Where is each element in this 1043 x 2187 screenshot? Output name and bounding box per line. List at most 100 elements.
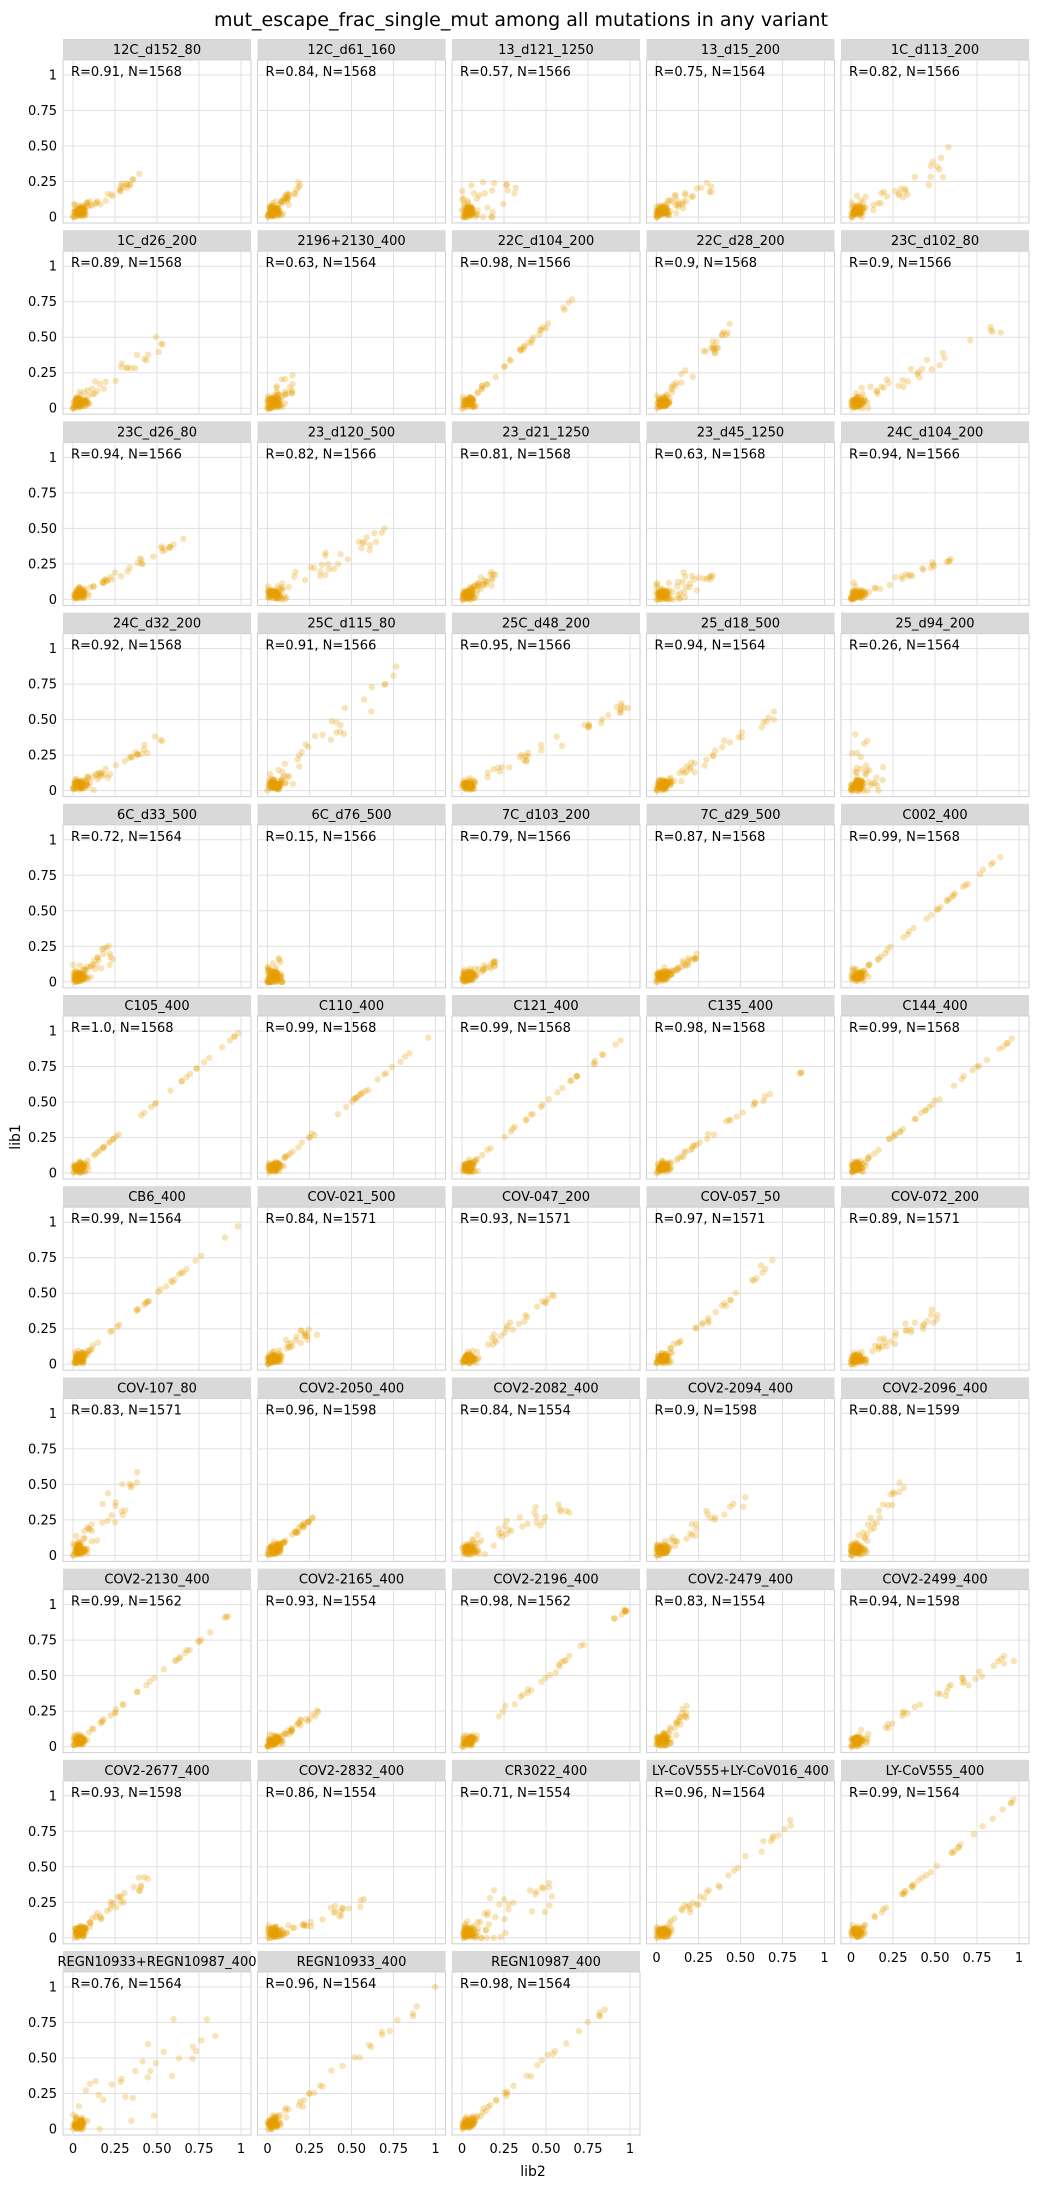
data-point [904, 191, 911, 198]
data-point [286, 191, 293, 199]
data-point [272, 205, 279, 212]
data-point [71, 404, 79, 411]
facet-annotation: R=0.82, N=1566 [849, 65, 960, 80]
data-point [274, 204, 281, 212]
data-point [661, 206, 669, 213]
data-point [115, 1131, 122, 1138]
data-point [848, 781, 855, 789]
data-point [658, 210, 666, 217]
data-point [273, 204, 281, 211]
data-point [653, 213, 660, 221]
data-point [393, 663, 400, 670]
data-point [726, 320, 733, 327]
data-point [84, 1524, 91, 1531]
data-point [274, 206, 281, 213]
data-point [465, 211, 473, 218]
data-point [69, 405, 77, 412]
data-point [297, 1327, 304, 1334]
data-point [461, 1166, 468, 1174]
data-point [539, 1101, 546, 1109]
data-point [874, 200, 882, 207]
data-point [269, 207, 276, 214]
data-point [75, 396, 82, 403]
data-point [266, 203, 273, 211]
data-point [273, 208, 280, 215]
data-point [466, 211, 473, 218]
facet-title: 25C_d115_80 [307, 617, 395, 632]
data-point [71, 1168, 78, 1176]
facet-annotation: R=0.79, N=1566 [460, 830, 571, 845]
data-point [71, 398, 78, 405]
data-point [655, 202, 662, 210]
data-point [727, 1296, 734, 1304]
data-point [270, 403, 277, 410]
data-point [712, 1308, 719, 1316]
data-point [425, 1034, 432, 1041]
data-point [374, 1076, 381, 1083]
data-point [266, 770, 274, 778]
y-tick-label: 0.25 [28, 366, 57, 381]
data-point [150, 553, 157, 560]
facet-annotation: R=0.88, N=1599 [849, 1403, 960, 1418]
data-point [560, 304, 567, 311]
data-point [89, 390, 96, 398]
data-point [460, 195, 467, 202]
data-point [141, 355, 148, 363]
data-point [467, 965, 474, 972]
data-point [155, 1288, 162, 1295]
data-point [295, 178, 302, 186]
data-point [707, 573, 714, 580]
data-point [78, 400, 86, 407]
data-point [94, 954, 101, 961]
data-point [100, 945, 108, 952]
data-point [653, 210, 661, 217]
data-point [662, 208, 669, 215]
y-tick-label: 0.50 [28, 140, 57, 155]
data-point [75, 207, 82, 215]
data-point [760, 718, 767, 726]
data-point [151, 1674, 158, 1682]
facet-title: 12C_d152_80 [113, 43, 201, 58]
data-point [538, 747, 545, 754]
data-point [470, 1158, 478, 1166]
data-point [72, 399, 80, 406]
data-point [84, 199, 91, 206]
data-point [468, 211, 475, 219]
data-point [83, 400, 91, 408]
data-point [474, 1548, 481, 1555]
data-point [76, 205, 84, 213]
data-point [931, 1097, 938, 1104]
data-point [138, 1112, 145, 1119]
data-point [86, 198, 93, 205]
data-point [74, 211, 82, 218]
data-point [278, 596, 285, 603]
data-point [69, 1551, 77, 1559]
data-point [850, 211, 857, 218]
data-point [687, 1530, 694, 1537]
data-point [81, 205, 88, 213]
data-point [265, 213, 272, 220]
data-point [865, 778, 872, 786]
data-point [79, 207, 87, 214]
data-point [304, 1336, 311, 1344]
data-point [77, 210, 85, 217]
facet-title: COV-072_200 [891, 1190, 979, 1205]
data-point [311, 1131, 318, 1139]
data-point [864, 405, 872, 412]
data-point [269, 586, 276, 594]
data-point [279, 210, 287, 217]
data-point [344, 556, 351, 563]
data-point [545, 1096, 552, 1103]
data-point [711, 1516, 718, 1524]
data-point [751, 1098, 758, 1106]
data-point [488, 187, 496, 194]
facet-annotation: R=0.15, N=1566 [266, 830, 377, 845]
data-point [81, 396, 88, 404]
data-point [273, 206, 280, 214]
y-tick-label: 0.25 [28, 940, 57, 955]
data-point [465, 207, 472, 215]
data-point [79, 396, 86, 403]
data-point [653, 213, 660, 221]
data-point [279, 1539, 286, 1547]
facet-title: 13_d121_1250 [498, 43, 594, 58]
